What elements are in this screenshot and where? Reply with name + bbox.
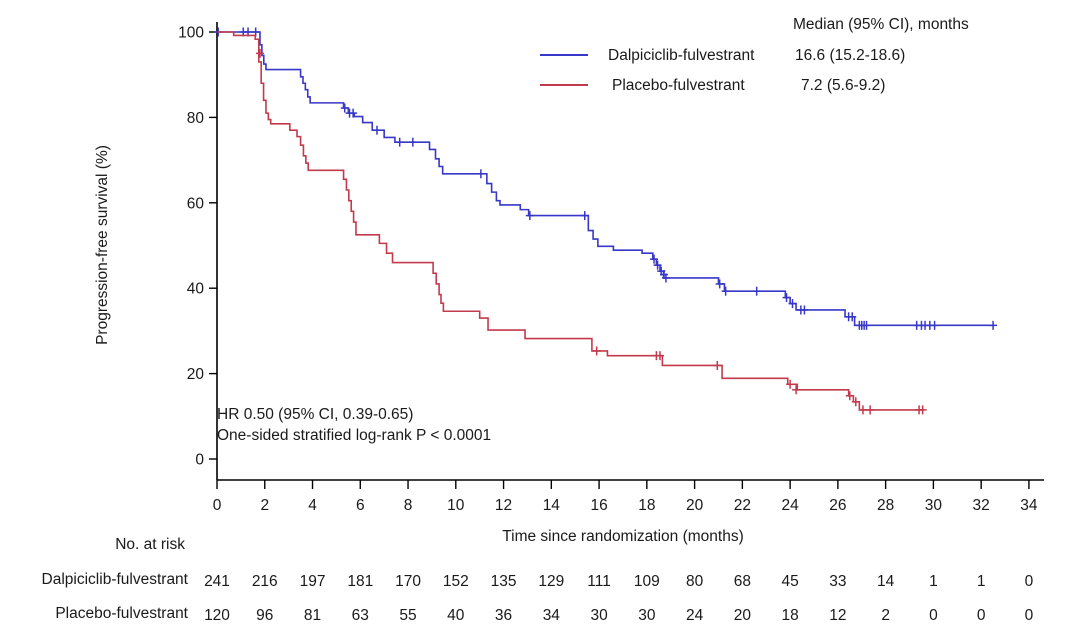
risk-count: 36	[495, 607, 512, 624]
risk-count: 120	[204, 607, 230, 624]
y-tick-label: 20	[187, 366, 205, 383]
y-axis-title: Progression-free survival (%)	[94, 145, 111, 345]
risk-count: 30	[590, 607, 608, 624]
x-axis-title: Time since randomization (months)	[502, 528, 744, 545]
risk-count: 96	[256, 607, 273, 624]
x-tick-label: 30	[925, 497, 943, 514]
risk-count: 55	[399, 607, 416, 624]
y-tick-label: 80	[187, 110, 205, 127]
risk-count: 109	[634, 573, 660, 590]
risk-row-label-placebo: Placebo-fulvestrant	[55, 605, 188, 622]
risk-count: 135	[491, 573, 517, 590]
risk-count: 34	[543, 607, 561, 624]
x-tick-label: 0	[213, 497, 222, 514]
risk-count: 170	[395, 573, 421, 590]
risk-row-label-dalpiciclib: Dalpiciclib-fulvestrant	[41, 571, 188, 588]
risk-table-title: No. at risk	[115, 536, 185, 553]
km-curve-dalpiciclib	[217, 31, 995, 327]
x-tick-label: 34	[1020, 497, 1038, 514]
risk-count: 18	[781, 607, 798, 624]
x-tick-label: 18	[638, 497, 655, 514]
x-tick-label: 28	[877, 497, 894, 514]
risk-count: 216	[252, 573, 278, 590]
risk-count: 24	[686, 607, 704, 624]
risk-count: 241	[204, 573, 230, 590]
x-tick-label: 24	[781, 497, 799, 514]
x-tick-label: 22	[734, 497, 751, 514]
risk-count: 30	[638, 607, 656, 624]
risk-count: 0	[929, 607, 938, 624]
risk-count: 14	[877, 573, 895, 590]
x-tick-label: 10	[447, 497, 465, 514]
hr-annotation-line2: One-sided stratified log-rank P < 0.0001	[217, 427, 492, 444]
x-tick-label: 12	[495, 497, 512, 514]
risk-count: 20	[734, 607, 752, 624]
risk-count: 181	[347, 573, 373, 590]
risk-count: 0	[1025, 607, 1034, 624]
legend-median-placebo: 7.2 (5.6-9.2)	[801, 77, 886, 94]
x-tick-label: 26	[829, 497, 846, 514]
risk-count: 197	[300, 573, 326, 590]
legend-line-dalpiciclib	[540, 54, 588, 56]
risk-count: 40	[447, 607, 465, 624]
risk-count: 1	[977, 573, 986, 590]
risk-count: 2	[881, 607, 890, 624]
risk-count: 111	[587, 573, 611, 590]
x-tick-label: 2	[260, 497, 269, 514]
risk-count: 33	[829, 573, 846, 590]
x-tick-label: 8	[404, 497, 413, 514]
x-tick-label: 32	[973, 497, 990, 514]
risk-count: 68	[734, 573, 751, 590]
risk-count: 1	[929, 573, 938, 590]
y-tick-label: 60	[187, 195, 205, 212]
x-tick-label: 16	[590, 497, 607, 514]
x-tick-label: 4	[308, 497, 317, 514]
km-curve-placebo	[217, 31, 924, 411]
risk-count: 129	[538, 573, 564, 590]
legend-median-dalpiciclib: 16.6 (15.2-18.6)	[795, 47, 906, 64]
y-tick-label: 100	[178, 25, 204, 42]
legend-line-placebo	[540, 84, 588, 86]
y-tick-label: 0	[195, 452, 204, 469]
legend-label-dalpiciclib: Dalpiciclib-fulvestrant	[608, 47, 755, 64]
risk-count: 81	[304, 607, 321, 624]
legend-median-header: Median (95% CI), months	[793, 16, 969, 33]
risk-count: 0	[1025, 573, 1034, 590]
risk-count: 12	[829, 607, 846, 624]
risk-count: 63	[352, 607, 369, 624]
x-tick-label: 6	[356, 497, 365, 514]
risk-count: 152	[443, 573, 469, 590]
x-tick-label: 14	[543, 497, 561, 514]
risk-count: 45	[781, 573, 798, 590]
risk-count: 0	[977, 607, 986, 624]
y-tick-label: 40	[187, 281, 205, 298]
x-tick-label: 20	[686, 497, 704, 514]
risk-count: 80	[686, 573, 704, 590]
legend-label-placebo: Placebo-fulvestrant	[612, 77, 745, 94]
hr-annotation-line1: HR 0.50 (95% CI, 0.39-0.65)	[217, 406, 414, 423]
hr-annotation: HR 0.50 (95% CI, 0.39-0.65) One-sided st…	[217, 404, 491, 446]
